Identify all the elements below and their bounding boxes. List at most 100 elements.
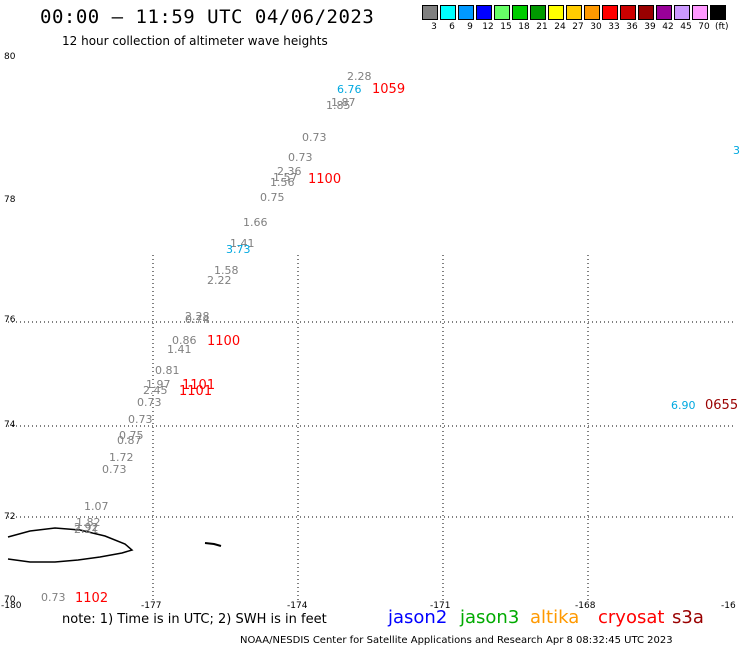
- wave-height-value: 0.73: [102, 463, 127, 476]
- coastline-wrangel-island: [7, 527, 134, 563]
- legend-swatch: [548, 5, 564, 20]
- legend-swatch: [674, 5, 690, 20]
- wave-height-value: 1.72: [109, 451, 134, 464]
- satellite-name: altika: [530, 607, 580, 628]
- legend-label: 12: [482, 22, 494, 32]
- legend-label: 39: [644, 22, 656, 32]
- latitude-label: 78: [4, 195, 16, 205]
- satellite-name: jason2: [388, 607, 448, 628]
- wave-height-value: 3: [733, 144, 740, 157]
- legend-label: 33: [608, 22, 620, 32]
- legend-swatch: [710, 5, 726, 20]
- wave-height-value: 1.56: [270, 176, 295, 189]
- wave-height-value: 0.75: [119, 429, 144, 442]
- wave-height-value: 0.74: [185, 313, 210, 326]
- wave-height-value: 6.90: [671, 399, 696, 412]
- credit-line: NOAA/NESDIS Center for Satellite Applica…: [240, 635, 673, 646]
- legend-swatch: [692, 5, 708, 20]
- note-text: note: 1) Time is in UTC; 2) SWH is in fe…: [62, 612, 327, 627]
- latitude-label: 76: [4, 315, 16, 325]
- wave-height-value: 0.81: [155, 364, 180, 377]
- wave-height-value: 2.28: [347, 70, 372, 83]
- satellite-name: jason3: [460, 607, 520, 628]
- longitude-label: -174: [287, 601, 308, 611]
- latitude-label: 74: [4, 420, 16, 430]
- legend-units: (ft): [715, 22, 729, 32]
- longitude-label: -177: [141, 601, 162, 611]
- coastline-herald-island: [204, 542, 222, 547]
- pass-time: 1102: [75, 591, 109, 606]
- legend-swatch: [602, 5, 618, 20]
- page-title: 00:00 – 11:59 UTC 04/06/2023: [40, 6, 375, 28]
- wave-height-value: 6.76: [337, 83, 362, 96]
- legend-label: 9: [467, 22, 473, 32]
- latitude-label: 70: [4, 595, 16, 605]
- longitude-label: -180: [1, 601, 22, 611]
- legend-label: 30: [590, 22, 602, 32]
- legend-swatch: [512, 5, 528, 20]
- wave-height-value: 1.66: [243, 216, 268, 229]
- wave-height-value: 2.45: [143, 384, 168, 397]
- legend-swatch: [494, 5, 510, 20]
- wave-height-value: 1.41: [167, 343, 192, 356]
- latitude-label: 80: [4, 52, 16, 62]
- legend-label: 42: [662, 22, 674, 32]
- legend-label: 27: [572, 22, 584, 32]
- wave-height-value: 2.36: [277, 165, 302, 178]
- wave-height-value: 3.73: [226, 243, 251, 256]
- pass-time: 1101: [179, 384, 213, 399]
- legend-swatch: [584, 5, 600, 20]
- pass-time: 1059: [372, 82, 406, 97]
- wave-height-value: 0.73: [137, 396, 162, 409]
- legend-label: 15: [500, 22, 512, 32]
- legend-label: 70: [698, 22, 710, 32]
- wave-height-value: 1.41: [230, 237, 255, 250]
- latitude-label: 72: [4, 512, 16, 522]
- longitude-label: -168: [575, 601, 596, 611]
- gridlines: [8, 255, 735, 600]
- satellite-name: s3a: [672, 607, 704, 628]
- wave-height-value: 1.85: [326, 99, 351, 112]
- wave-height-value: 2.22: [207, 274, 232, 287]
- wave-height-value: 1.07: [84, 500, 109, 513]
- legend-swatch: [458, 5, 474, 20]
- wave-height-value: 0.73: [41, 591, 66, 604]
- wave-height-value: 1.87: [331, 96, 356, 109]
- legend-label: 6: [449, 22, 455, 32]
- pass-time: 0655: [705, 398, 739, 413]
- legend-swatch: [422, 5, 438, 20]
- legend-swatch: [476, 5, 492, 20]
- page-subtitle: 12 hour collection of altimeter wave hei…: [62, 34, 328, 48]
- pass-time: 1101: [182, 378, 216, 393]
- pass-time: 1100: [207, 334, 241, 349]
- wave-height-value: 0.75: [260, 191, 285, 204]
- legend-swatch: [440, 5, 456, 20]
- wave-height-value: 2.21: [74, 523, 99, 536]
- wave-height-value: 1.57: [273, 171, 298, 184]
- wave-height-value: 0.73: [288, 151, 313, 164]
- wave-height-value: 0.73: [128, 413, 153, 426]
- legend-label: 21: [536, 22, 548, 32]
- wave-height-value: 0.73: [302, 131, 327, 144]
- wave-height-value: 2.92: [74, 521, 99, 534]
- legend-label: 24: [554, 22, 566, 32]
- wave-height-value: 0.87: [117, 434, 142, 447]
- wave-height-value: 1.82: [76, 516, 101, 529]
- longitude-label: -16: [721, 601, 736, 611]
- wave-height-value: 2.28: [185, 310, 210, 323]
- legend-swatch: [656, 5, 672, 20]
- pass-time: 1100: [308, 172, 342, 187]
- wave-height-value: 0.86: [172, 334, 197, 347]
- legend-label: 45: [680, 22, 692, 32]
- legend-label: 3: [431, 22, 437, 32]
- legend-swatch: [530, 5, 546, 20]
- longitude-label: -171: [430, 601, 451, 611]
- legend-swatch: [638, 5, 654, 20]
- wave-height-value: 1.97: [146, 378, 171, 391]
- legend-swatch: [620, 5, 636, 20]
- wave-height-value: 1.58: [214, 264, 239, 277]
- legend-swatch: [566, 5, 582, 20]
- legend-label: 36: [626, 22, 638, 32]
- legend-label: 18: [518, 22, 530, 32]
